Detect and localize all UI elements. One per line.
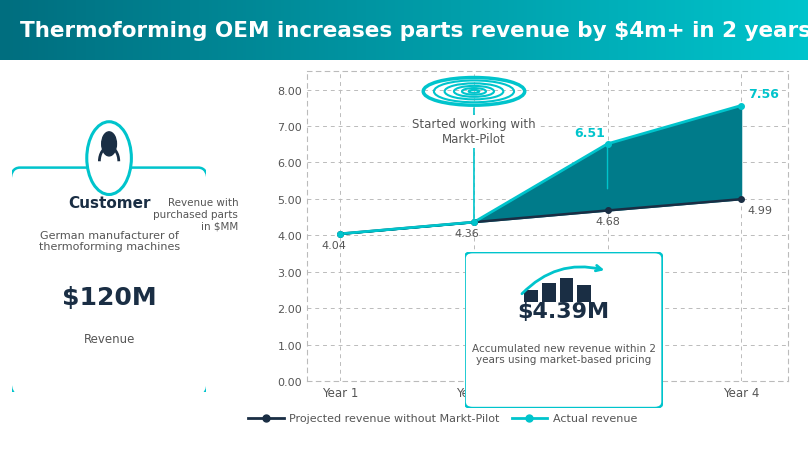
Text: 4.68: 4.68 [595, 217, 620, 227]
Text: Thermoforming OEM increases parts revenue by $4m+ in 2 years: Thermoforming OEM increases parts revenu… [20, 20, 808, 41]
Circle shape [86, 123, 132, 195]
FancyBboxPatch shape [11, 168, 208, 396]
Text: Revenue: Revenue [83, 332, 135, 345]
Text: 6.51: 6.51 [574, 126, 605, 139]
Bar [560, 278, 574, 302]
Text: German manufacturer of
thermoforming machines: German manufacturer of thermoforming mac… [39, 230, 179, 252]
Text: Projected revenue without Markt-Pilot: Projected revenue without Markt-Pilot [289, 414, 499, 423]
Text: Customer: Customer [68, 195, 150, 211]
Text: 4.99: 4.99 [747, 206, 772, 216]
Text: 7.56: 7.56 [747, 88, 779, 101]
Text: Accumulated new revenue within 2
years using market-based pricing: Accumulated new revenue within 2 years u… [472, 343, 655, 364]
Text: 4.36: 4.36 [455, 229, 480, 239]
Bar [578, 285, 591, 302]
Text: $4.39M: $4.39M [517, 302, 610, 322]
Text: Actual revenue: Actual revenue [553, 414, 638, 423]
Text: Started working with
Markt-Pilot: Started working with Markt-Pilot [412, 118, 536, 146]
Bar [524, 290, 538, 302]
Text: $120M: $120M [61, 285, 157, 310]
Circle shape [102, 133, 116, 156]
Text: Revenue with
purchased parts
in $MM: Revenue with purchased parts in $MM [154, 198, 238, 231]
Text: 4.04: 4.04 [322, 240, 346, 250]
Bar [542, 284, 556, 302]
FancyBboxPatch shape [465, 253, 663, 408]
